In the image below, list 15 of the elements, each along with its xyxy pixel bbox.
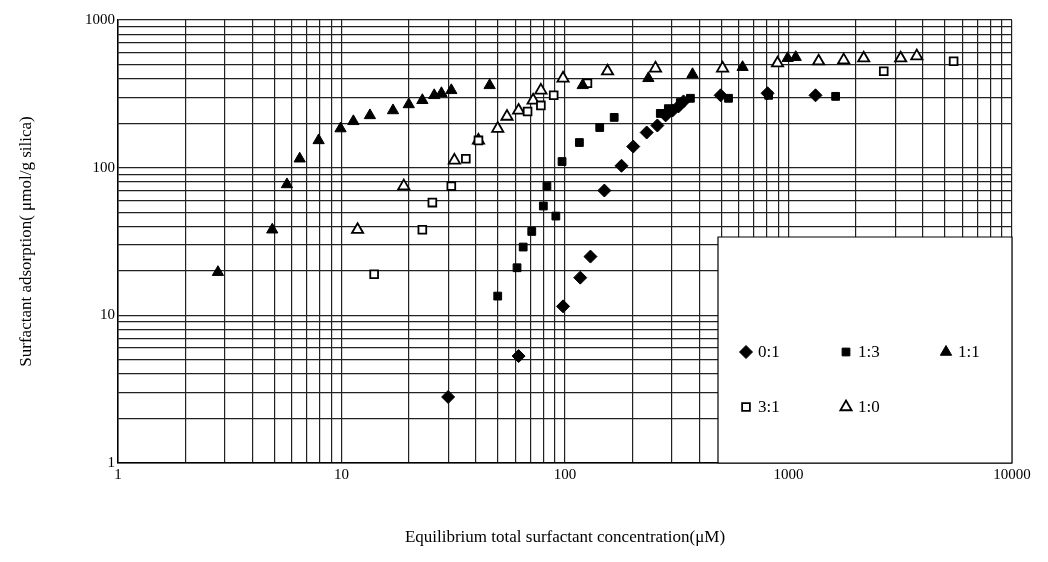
y-tick-label: 100: [92, 158, 115, 175]
y-tick-label: 1000: [85, 10, 115, 27]
y-axis-title: Surfactant adsorption( μmol/g silica): [15, 116, 35, 367]
y-tick-label: 10: [100, 306, 115, 323]
x-tick-label: 1000: [773, 465, 804, 482]
legend-label: 1:3: [858, 342, 880, 362]
x-tick-label: 100: [553, 465, 577, 482]
legend-label: 1:0: [858, 397, 880, 417]
x-tick-label: 10: [334, 465, 349, 482]
legend-label: 0:1: [758, 342, 780, 362]
x-axis-title: Equilibrium total surfactant concentration(μM): [404, 527, 726, 547]
legend-label: 1:1: [958, 342, 980, 362]
x-tick-label: 10000: [993, 465, 1031, 482]
y-tick-label: 1: [107, 453, 115, 470]
legend-label: 3:1: [758, 397, 780, 417]
